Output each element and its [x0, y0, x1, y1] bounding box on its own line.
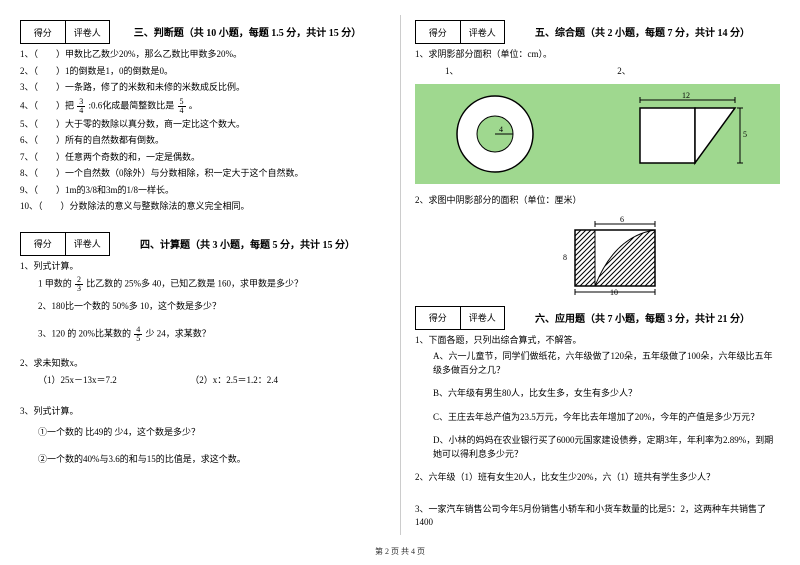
svg-text:6: 6	[620, 216, 624, 224]
section6-header: 得分 评卷人 六、应用题（共 7 小题，每题 3 分，共计 21 分）	[415, 306, 780, 334]
figure-square-triangle: 12 5	[630, 92, 750, 177]
s4-q1-sub3: 3、120 的 20%比某数的 45 少 24，求某数？	[38, 326, 385, 343]
score-label: 得分	[21, 21, 66, 43]
score-box: 得分 评卷人	[20, 20, 110, 44]
s6-q1d: D、小林的妈妈在农业银行买了6000元国家建设债券，定期3年，年利率为2.89%…	[415, 434, 780, 461]
s4-q3-sub1: ①一个数的 比49的 少4，这个数是多少？	[38, 425, 385, 438]
svg-text:8: 8	[563, 253, 567, 262]
s4-q2-subs: （1）25x－13x＝7.2 （2）x：2.5＝1.2：2.4	[20, 374, 385, 388]
s3-q6: 6、（ ）所有的自然数都有倒数。	[20, 134, 385, 148]
s4-q1-sub2: 2、180比一个数的 50%多 10，这个数是多少？	[38, 299, 385, 312]
svg-text:4: 4	[499, 125, 503, 134]
svg-text:12: 12	[682, 92, 690, 100]
s5-q2: 2、求图中阴影部分的面积（单位：厘米）	[415, 194, 780, 208]
section3-title: 三、判断题（共 10 小题，每题 1.5 分，共计 15 分）	[110, 24, 385, 39]
s3-q8: 8、（ ）一个自然数（0除外）与分数相除，积一定大于这个自然数。	[20, 167, 385, 181]
s4-q3-sub2: ②一个数的40%与3.6的和与15的比值是，求这个数。	[38, 452, 385, 465]
section3-header: 得分 评卷人 三、判断题（共 10 小题，每题 1.5 分，共计 15 分）	[20, 20, 385, 48]
score-box: 得分 评卷人	[415, 20, 505, 44]
reviewer-label: 评卷人	[66, 233, 110, 255]
fraction-4-5: 45	[134, 326, 142, 343]
fraction-2-3: 23	[75, 276, 83, 293]
svg-text:10: 10	[610, 288, 618, 296]
s6-q1: 1、下面各题，只列出综合算式，不解答。	[415, 334, 780, 348]
s3-q4: 4、（ ）把 34 :0.6化成最简整数比是 54 。	[20, 98, 385, 115]
section4-title: 四、计算题（共 3 小题，每题 5 分，共计 15 分）	[110, 236, 385, 251]
s3-q3: 3、（ ）一条路，修了的米数和未修的米数成反比例。	[20, 81, 385, 95]
s3-q7: 7、（ ）任意两个奇数的和，一定是偶数。	[20, 151, 385, 165]
score-box: 得分 评卷人	[415, 306, 505, 330]
score-label: 得分	[21, 233, 66, 255]
s3-q9: 9、（ ）1m的3/8和3m的1/8一样长。	[20, 184, 385, 198]
score-box: 得分 评卷人	[20, 232, 110, 256]
s4-q3-label: 3、列式计算。	[20, 405, 385, 419]
s4-q1-label: 1、列式计算。	[20, 260, 385, 274]
figure-shaded: 6 8 10	[415, 216, 780, 298]
s3-q2: 2、（ ）1的倒数是1，0的倒数是0。	[20, 65, 385, 79]
section4-header: 得分 评卷人 四、计算题（共 3 小题，每题 5 分，共计 15 分）	[20, 232, 385, 260]
s4-q1-text: 1 甲数的 23 比乙数的 25%多 40，已知乙数是 160，求甲数是多少？	[20, 276, 385, 293]
reviewer-label: 评卷人	[66, 21, 110, 43]
score-label: 得分	[416, 21, 461, 43]
s6-q1c: C、王庄去年总产值为23.5万元，今年比去年增加了20%，今年的产值是多少万元？	[415, 411, 780, 425]
s3-q10: 10、（ ）分数除法的意义与整数除法的意义完全相同。	[20, 200, 385, 214]
s3-q5: 5、（ ）大于零的数除以真分数，商一定比这个数大。	[20, 118, 385, 132]
right-column: 得分 评卷人 五、综合题（共 2 小题，每题 7 分，共计 14 分） 1、求阴…	[400, 0, 800, 565]
s6-q2: 2、六年级（1）班有女生20人，比女生少20%，六（1）班共有学生多少人？	[415, 471, 780, 485]
section5-header: 得分 评卷人 五、综合题（共 2 小题，每题 7 分，共计 14 分）	[415, 20, 780, 48]
reviewer-label: 评卷人	[461, 21, 505, 43]
s5-q1: 1、求阴影部分面积（单位：cm）。	[415, 48, 780, 62]
page-footer: 第 2 页 共 4 页	[0, 546, 800, 557]
section5-title: 五、综合题（共 2 小题，每题 7 分，共计 14 分）	[505, 24, 780, 39]
reviewer-label: 评卷人	[461, 307, 505, 329]
figure-ring: 4	[445, 92, 545, 177]
s6-q3: 3、一家汽车销售公司今年5月份销售小轿车和小货车数量的比是5：2，这两种车共销售…	[415, 503, 780, 530]
s6-q1b: B、六年级有男生80人，比女生多，女生有多少人？	[415, 387, 780, 401]
fraction-3-4: 34	[77, 98, 85, 115]
score-label: 得分	[416, 307, 461, 329]
svg-text:5: 5	[743, 130, 747, 139]
s3-q1: 1、（ ）甲数比乙数少20%，那么乙数比甲数多20%。	[20, 48, 385, 62]
section6-title: 六、应用题（共 7 小题，每题 3 分，共计 21 分）	[505, 310, 780, 325]
s5-q1-subs: 1、 2、	[415, 65, 780, 79]
left-column: 得分 评卷人 三、判断题（共 10 小题，每题 1.5 分，共计 15 分） 1…	[0, 0, 400, 565]
s4-q2-label: 2、求未知数x。	[20, 357, 385, 371]
figure-area: 4 12 5	[415, 84, 780, 184]
s6-q1a: A、六一儿童节，同学们做纸花，六年级做了120朵，五年级做了100朵，六年级比五…	[415, 350, 780, 377]
fraction-5-4: 54	[178, 98, 186, 115]
